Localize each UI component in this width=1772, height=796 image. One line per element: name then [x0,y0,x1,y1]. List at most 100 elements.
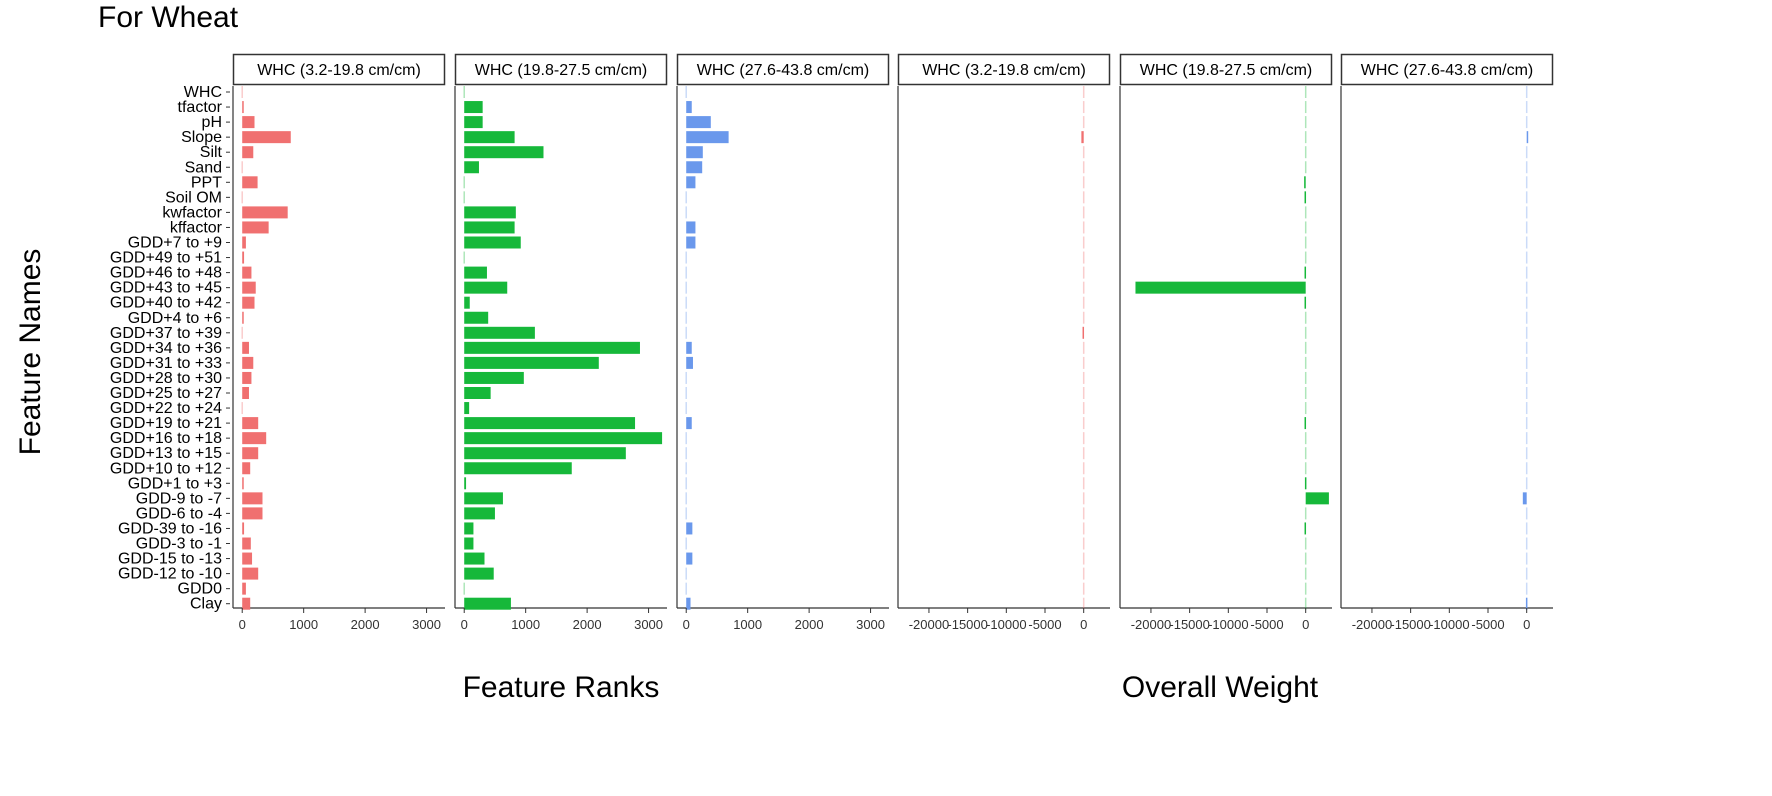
bar [1525,296,1528,309]
category-label: GDD+25 to +27 [110,385,222,402]
x-tick-label: -5000 [1250,617,1283,632]
bar [1082,417,1085,430]
bar [242,477,244,490]
x-tick-label: 0 [1080,617,1087,632]
category-label: Slope [181,129,222,146]
bar [242,597,251,610]
bar [242,462,251,475]
x-tick-label: 1000 [511,617,540,632]
bar [685,191,687,204]
bar [1304,417,1307,430]
strip-label: WHC (3.2-19.8 cm/cm) [257,62,421,79]
bar [1082,402,1085,415]
category-label: Clay [190,596,222,613]
strip-label: WHC (27.6-43.8 cm/cm) [1361,62,1533,79]
bar [242,206,288,219]
bar [1082,236,1085,249]
strip-label: WHC (3.2-19.8 cm/cm) [922,62,1086,79]
bar [1526,131,1529,144]
bar [242,522,245,535]
bar [1082,447,1085,460]
bar [1082,492,1085,505]
x-tick-label: 3000 [856,617,885,632]
category-label: GDD+7 to +9 [128,235,222,252]
bar [685,326,687,339]
category-label: GDD+28 to +30 [110,370,222,387]
panel-2: WHC (19.8-27.5 cm/cm) 0 1000 2000 3000 [454,53,668,632]
category-label: GDD-39 to -16 [118,520,222,537]
bar [464,552,485,565]
bar [1304,161,1307,174]
bar [1304,341,1307,354]
bar [1525,221,1528,234]
bar [1525,417,1528,430]
bar [1525,522,1528,535]
feature-ranks-label: Feature Ranks [463,671,660,704]
x-tick-label: -15000 [947,617,987,632]
x-tick-label: 0 [1523,617,1530,632]
x-tick-label: -5000 [1028,617,1061,632]
bar [685,251,687,264]
category-label: GDD+40 to +42 [110,295,222,312]
bar [242,146,254,159]
bar [686,522,693,535]
bar [1525,341,1528,354]
overall-weight-label: Overall Weight [1122,671,1319,704]
bar [1525,552,1528,565]
bar [685,266,687,279]
x-tick-label: -15000 [1169,617,1209,632]
bar [686,356,693,369]
bar [1082,191,1085,204]
bar [242,221,269,234]
bar [1304,402,1307,415]
category-label: GDD+19 to +21 [110,415,222,432]
bar [1525,507,1528,520]
bar [1082,116,1085,129]
bar [464,206,516,219]
category-label: GDD+43 to +45 [110,280,222,297]
bar [1525,371,1528,384]
bar [1135,281,1306,294]
bar [464,402,470,415]
bar [464,492,503,505]
bar [464,507,495,520]
x-tick-label: -15000 [1390,617,1430,632]
bar [242,417,259,430]
panel-6: WHC (27.6-43.8 cm/cm) -20000-15000-10000-… [1340,53,1554,632]
strip-box [232,53,446,86]
bar [1525,206,1528,219]
bar [686,131,729,144]
bar [464,101,483,114]
bar [686,116,711,129]
bar [1525,236,1528,249]
x-tick-label: -20000 [909,617,949,632]
bar [686,341,692,354]
bar [464,311,489,324]
bar [1525,281,1528,294]
bar [464,266,487,279]
bar [685,296,687,309]
bar [685,86,687,98]
bar [686,101,692,114]
bar [1304,326,1307,339]
x-tick-label: 1000 [733,617,762,632]
bar [1525,582,1528,595]
bar [464,116,483,129]
bar [686,161,703,174]
bar [685,206,687,219]
bar [242,552,253,565]
bar [1082,462,1085,475]
category-label: PPT [191,174,222,191]
bar [686,146,703,159]
bar [1304,311,1307,324]
bar [463,582,465,595]
bar [685,402,687,415]
bar [1525,116,1528,129]
category-label: GDD+46 to +48 [110,265,222,282]
bar [685,567,687,580]
bar [1525,326,1528,339]
strip-label: WHC (27.6-43.8 cm/cm) [697,62,869,79]
strip-box [1119,53,1333,86]
bar [464,432,663,445]
